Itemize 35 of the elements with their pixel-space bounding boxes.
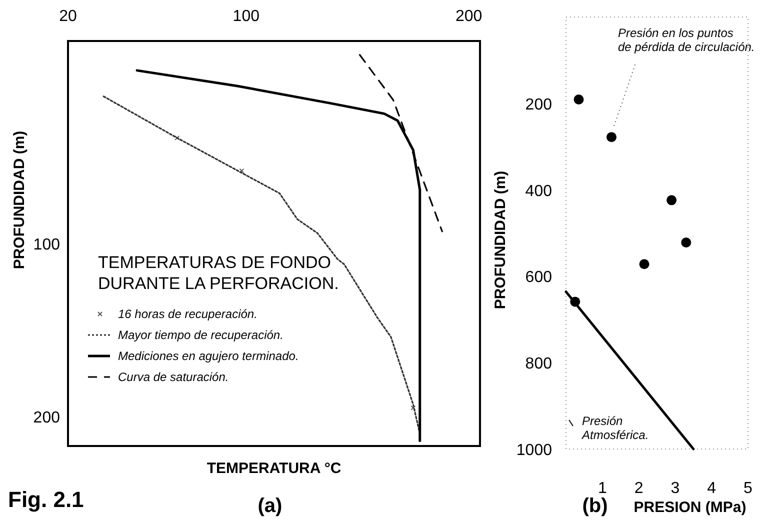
legend-label: Curva de saturación. [118, 370, 229, 384]
point [174, 135, 180, 140]
legend-label: 16 horas de recuperación. [118, 307, 258, 321]
x-tick-label: 2 [634, 480, 644, 497]
x-tick-label: 3 [670, 480, 680, 497]
x-tick-label: 100 [232, 8, 260, 25]
legend-label: Mediciones en agujero terminado. [118, 349, 299, 363]
x-tick-label: 4 [707, 480, 716, 497]
point [681, 238, 692, 248]
point [410, 405, 416, 410]
point [639, 259, 650, 270]
caption: Fig. 2.1 [8, 487, 84, 512]
x-tick-label: 5 [744, 480, 753, 497]
y-tick-label: 200 [525, 96, 552, 114]
x-axis-title: PRESION (MPa) [634, 499, 746, 516]
annotation: Presión Atmosférica. [581, 414, 649, 442]
point [574, 94, 584, 105]
text: (a) [258, 495, 282, 517]
y-tick-label: 1000 [516, 442, 552, 459]
x-tick-label: 200 [456, 8, 482, 25]
point [666, 195, 677, 206]
y-tick-label: 600 [525, 269, 552, 286]
legend-title: TEMPERATURAS DE FONDO DURANTE LA PERFORACION. [98, 253, 339, 293]
point [606, 132, 616, 142]
x-tick-label: 1 [598, 480, 607, 497]
annotation: Presión en los puntos de pérdida de circulación. [618, 26, 755, 54]
y-tick-label: 400 [525, 182, 552, 200]
y-tick-label: 800 [525, 356, 552, 373]
text: (b) [582, 495, 608, 517]
x-tick-label: 20 [59, 8, 77, 25]
y-axis-title: PROFUNDIDAD (m) [11, 130, 28, 270]
point [239, 168, 244, 174]
y-axis-title: PROFUNDIDAD (m) [492, 170, 509, 310]
x-axis-title: TEMPERATURA °C [206, 460, 342, 477]
legend-label: Mayor tiempo de recuperación. [118, 328, 284, 342]
